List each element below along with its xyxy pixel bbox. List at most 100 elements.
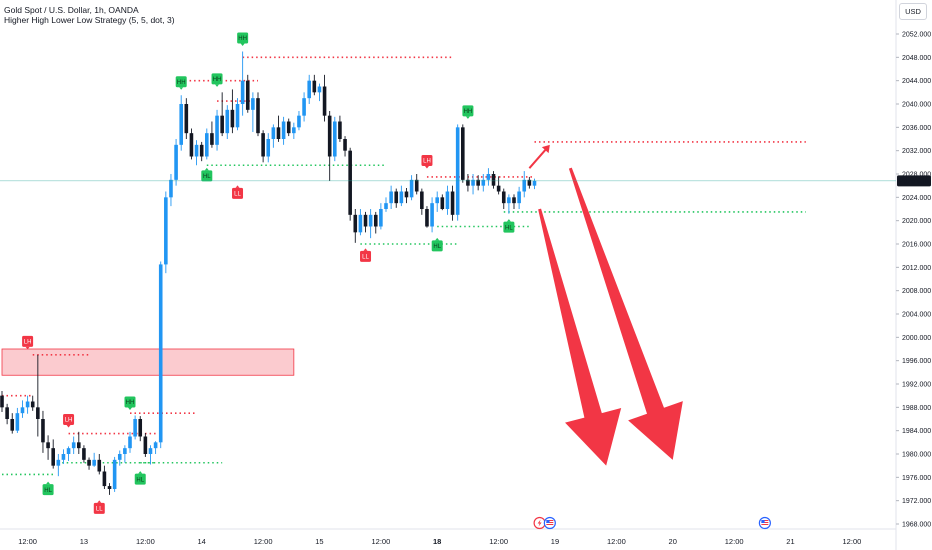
candle <box>496 176 501 195</box>
candle <box>276 115 281 142</box>
candle <box>220 92 224 137</box>
candle-body <box>261 133 265 157</box>
candle <box>338 115 342 142</box>
candle-body <box>210 133 214 145</box>
candle-body <box>281 121 286 139</box>
flag-stripe <box>761 520 769 521</box>
swing-label-box <box>237 32 249 44</box>
candle-body <box>445 191 450 209</box>
candle-body <box>420 191 424 209</box>
x-tick-label: 12:00 <box>136 537 155 546</box>
flash-event-icon[interactable] <box>533 516 546 530</box>
swing-label-box <box>232 187 244 199</box>
candle <box>256 92 260 137</box>
x-tick-label: 13 <box>80 537 88 546</box>
candle-body <box>476 179 480 186</box>
candle <box>107 483 112 495</box>
levels-layer <box>2 56 806 476</box>
candle-body <box>61 454 66 460</box>
candle-body <box>466 179 470 186</box>
candle <box>97 454 102 475</box>
swing-label-text: HL <box>433 244 441 250</box>
y-tick-label: 2008.000 <box>902 288 931 295</box>
swing-label-pointer <box>97 500 102 503</box>
candle-body <box>87 459 91 466</box>
candle-body <box>153 442 158 449</box>
candle-body <box>297 115 301 128</box>
swing-label-box <box>462 105 474 117</box>
swing-label-hh: HH <box>211 73 223 87</box>
swing-label-hl: HL <box>134 471 146 485</box>
candle-body <box>174 144 178 180</box>
arrows-layer[interactable] <box>528 144 683 466</box>
candle-body <box>41 419 45 443</box>
events-layer[interactable] <box>533 516 771 530</box>
candle-body <box>128 436 132 449</box>
y-tick-label: 2040.000 <box>902 102 931 109</box>
swing-label-text: LH <box>24 340 32 346</box>
candle-body <box>471 179 475 186</box>
candle-body <box>327 115 332 157</box>
down-arrow-left[interactable] <box>538 208 622 466</box>
flag-canton <box>546 520 550 523</box>
swing-label-pointer <box>25 346 30 350</box>
candle <box>379 203 383 230</box>
x-tick-label: 15 <box>315 537 323 546</box>
swing-label-text: HH <box>213 77 222 83</box>
candle-body <box>292 127 296 134</box>
y-tick-label: 1988.000 <box>902 405 931 412</box>
small-up-arrow[interactable] <box>528 144 550 169</box>
candle-body <box>0 395 4 408</box>
x-tick-label: 12:00 <box>843 537 862 546</box>
time-axis[interactable]: 12:00 13 12:00 14 12:00 15 12:00 18 12:00 19 12:00… <box>18 537 861 546</box>
x-tick-label: 12:00 <box>607 537 626 546</box>
candle <box>312 74 317 96</box>
candle <box>184 98 189 139</box>
candle <box>440 194 445 211</box>
candle <box>210 121 214 148</box>
candle-body <box>455 127 460 215</box>
swing-label-hl: HL <box>201 167 213 182</box>
candle <box>25 395 30 414</box>
price-axis[interactable]: 1968.000 1972.000 1976.000 1980.000 1984.000… <box>896 32 931 529</box>
candle <box>445 185 450 215</box>
candle-body <box>56 459 61 466</box>
candle <box>240 51 245 116</box>
candle <box>87 457 91 470</box>
flag-stripe <box>761 524 769 525</box>
candle-body <box>256 98 260 134</box>
candle-body <box>169 179 173 198</box>
swing-label-pointer <box>66 425 71 428</box>
candle-body <box>527 179 532 186</box>
swing-label-text: HL <box>203 174 211 180</box>
us-flag-event-icon-2[interactable] <box>758 516 771 530</box>
candle <box>245 74 250 113</box>
candle <box>56 454 61 477</box>
candle-body <box>133 419 137 437</box>
grid <box>0 0 897 550</box>
swing-label-ll: LL <box>232 185 244 199</box>
swing-label-text: LH <box>423 159 431 165</box>
candle <box>117 450 122 466</box>
candle-body <box>30 401 35 408</box>
candle <box>471 174 475 195</box>
candle <box>327 111 332 181</box>
indicator-label[interactable]: Higher High Lower Low Strategy (5, 5, do… <box>4 15 175 25</box>
us-flag-event-icon[interactable] <box>543 516 556 530</box>
candle-body <box>15 413 20 431</box>
candle <box>271 124 276 148</box>
y-tick-label: 1980.000 <box>902 452 931 459</box>
candle <box>174 139 178 186</box>
candle-body <box>532 180 537 186</box>
candle <box>302 92 306 122</box>
candle-body <box>215 115 219 145</box>
swing-label-pointer <box>204 167 209 171</box>
swing-label-hh: HH <box>175 76 187 90</box>
candle-body <box>302 98 306 116</box>
currency-selector[interactable]: USD <box>899 3 927 20</box>
swing-label-lh: LH <box>63 414 75 428</box>
candle <box>348 147 352 221</box>
down-arrow-right[interactable] <box>568 167 683 460</box>
candle <box>92 452 96 467</box>
